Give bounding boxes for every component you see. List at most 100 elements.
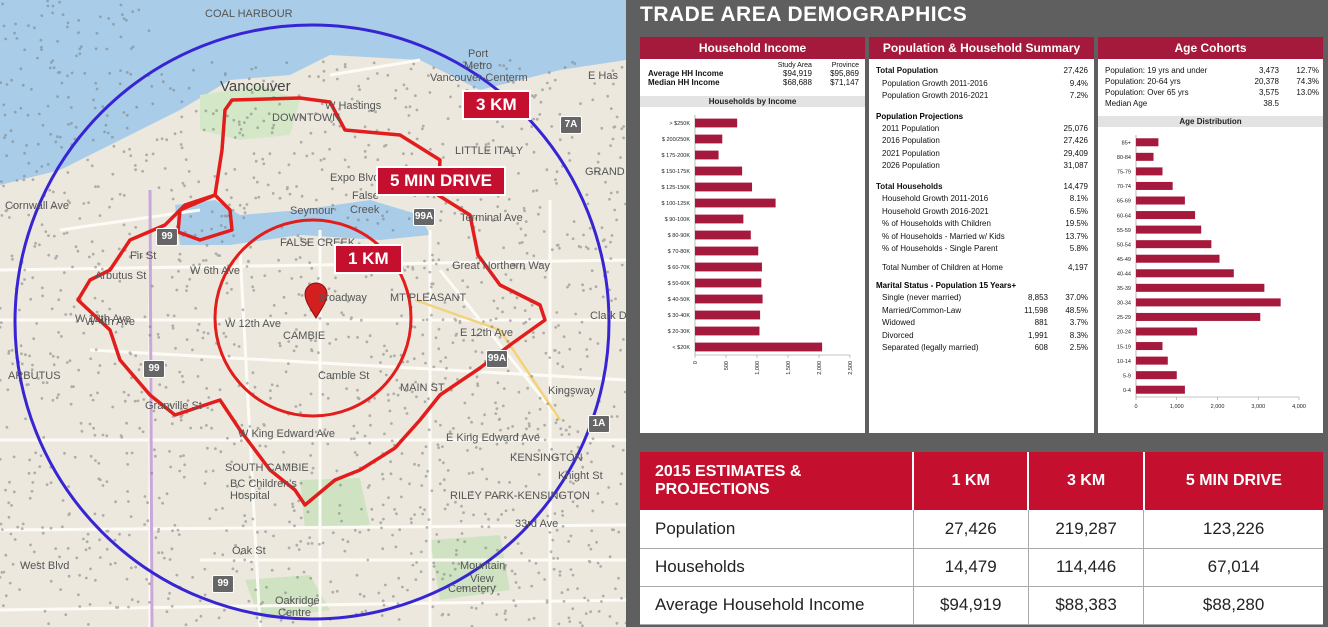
household-row-value: 6.5% <box>1069 206 1088 216</box>
trade-area-map[interactable]: COAL HARBOUR Port Metro Vancouver-Centerm Va… <box>0 0 626 627</box>
income-table: Study Area Province Average HH Income $9… <box>646 62 861 87</box>
map-street-label: Mountain <box>460 560 506 572</box>
chart-category-label: 15-19 <box>1117 344 1131 350</box>
marital-label: Divorced <box>882 330 914 340</box>
map-street-label: Cemetery <box>448 583 496 595</box>
age-cohort-count: 20,378 <box>1254 77 1279 86</box>
chart-bar <box>1136 181 1173 190</box>
highway-shield-icon: 99 <box>143 360 165 378</box>
chart-category-label: 75-79 <box>1117 170 1131 176</box>
estimates-row: Population 27,426 219,287 123,226 <box>640 510 1323 549</box>
chart-bar <box>695 294 763 304</box>
map-street-label: Metro <box>464 60 493 72</box>
chart-tick-label: 1,500 <box>786 361 792 375</box>
age-distribution-title: Age Distribution <box>1098 116 1323 127</box>
map-street-label: Terminal Ave <box>460 212 523 224</box>
map-street-label: Creek <box>350 204 380 216</box>
marital-pct: 37.0% <box>1065 293 1088 302</box>
map-street-label: Knight St <box>558 470 603 482</box>
map-street-label: MAIN ST <box>400 382 445 394</box>
total-households-label: Total Households <box>876 181 943 191</box>
income-row-label: Median HH Income <box>648 78 720 87</box>
map-street-label: Port <box>468 48 489 60</box>
map-street-label: Clark Dr <box>590 310 626 322</box>
chart-category-label: 80-84 <box>1117 155 1131 161</box>
age-cohort-count: 3,575 <box>1258 88 1279 97</box>
highway-shield-icon: 99A <box>486 350 508 368</box>
household-income-header: Household Income <box>640 37 865 59</box>
chart-category-label: $ 100-125K <box>662 201 691 207</box>
projections-list: 2011 Population 25,076 2016 Population 27,4… <box>876 123 1088 173</box>
map-street-label: W 6th Ave <box>190 265 240 277</box>
chart-category-label: 60-64 <box>1117 213 1131 219</box>
chart-bar <box>695 166 743 176</box>
map-street-label: BC Children's <box>230 478 297 490</box>
chart-category-label: 45-49 <box>1117 257 1131 263</box>
chart-category-label: $ 125-150K <box>662 185 691 191</box>
age-distribution-chart: 85+ 80-84 75-79 70-74 65-69 60-64 55-59 50-54 45… <box>1117 135 1306 410</box>
chart-bar <box>1136 152 1154 161</box>
chart-tick-label: 3,000 <box>1251 404 1265 410</box>
chart-tick-label: 1,000 <box>755 361 761 375</box>
map-street-label: Expo Blvd <box>330 172 380 184</box>
chart-bar <box>1136 385 1185 394</box>
marital-count: 608 <box>1034 343 1048 352</box>
household-row: % of Households - Married w/ Kids 13.7% <box>876 231 1088 244</box>
household-row-label: % of Households - Single Parent <box>882 244 998 253</box>
population-growth-row-label: Population Growth 2016-2021 <box>882 91 989 100</box>
map-street-label: GRAND <box>585 166 625 178</box>
map-canvas[interactable] <box>0 0 626 627</box>
map-street-label: Kingsway <box>548 385 596 397</box>
chart-tick-label: 2,500 <box>848 361 854 375</box>
chart-category-label: $ 80-90K <box>668 233 691 239</box>
map-street-label: Arbutus St <box>95 270 147 282</box>
age-cohort-pct: 12.7% <box>1296 66 1319 75</box>
chart-category-label: $ 175-200K <box>662 153 691 159</box>
chart-category-label: < $20K <box>672 345 690 351</box>
chart-bar <box>1136 225 1202 234</box>
households-by-income-chart: > $250K $ 200/250K $ 175-200K $ 150-175K $ 1… <box>662 115 854 375</box>
projection-row-label: 2026 Population <box>882 161 940 170</box>
highway-shield-icon: 99 <box>212 575 234 593</box>
household-row-label: % of Households with Children <box>882 219 991 228</box>
household-row: Household Growth 2016-2021 6.5% <box>876 206 1088 219</box>
chart-bar <box>695 310 761 320</box>
age-cohort-row: Population: Over 65 yrs 3,575 13.0% <box>1105 87 1319 98</box>
highway-shield-icon: 99A <box>413 208 435 226</box>
estimates-row-label: Households <box>640 548 914 587</box>
map-street-label: DOWNTOWN <box>272 112 341 124</box>
chart-bar <box>1136 283 1265 292</box>
chart-bar <box>1136 254 1220 263</box>
chart-category-label: 50-54 <box>1117 242 1131 248</box>
chart-bar <box>1136 240 1212 249</box>
chart-bar <box>695 182 753 192</box>
population-growth-row: Population Growth 2016-2021 7.2% <box>876 90 1088 103</box>
chart-bar <box>1136 138 1159 147</box>
chart-bar <box>695 198 776 208</box>
estimates-cell: 27,426 <box>913 510 1029 549</box>
chart-category-label: 35-39 <box>1117 286 1131 292</box>
chart-category-label: 40-44 <box>1117 271 1131 277</box>
chart-tick-label: 1,000 <box>1170 404 1184 410</box>
chart-category-label: $ 150-175K <box>662 169 691 175</box>
map-tag-5min-drive: 5 MIN DRIVE <box>376 166 507 196</box>
estimates-header: 2015 ESTIMATES & PROJECTIONS <box>640 452 914 510</box>
chart-category-label: 30-34 <box>1117 301 1131 307</box>
marital-pct: 3.7% <box>1069 318 1088 327</box>
age-cohort-label: Population: Over 65 yrs <box>1105 88 1189 97</box>
marital-row: Separated (legally married) 608 2.5% <box>876 342 1088 355</box>
map-street-label: MT PLEASANT <box>390 292 467 304</box>
household-row: % of Households - Single Parent 5.8% <box>876 243 1088 256</box>
map-street-label: E 12th Ave <box>460 327 514 339</box>
map-street-label: View <box>470 573 494 585</box>
map-street-label: Broadway <box>318 292 367 304</box>
map-street-label: Great Northern Way <box>452 260 551 272</box>
map-street-label: W King Edward Ave <box>238 428 336 440</box>
chart-tick-label: 2,000 <box>817 361 823 375</box>
estimates-cell: 14,479 <box>913 548 1029 587</box>
col-province: Province <box>831 62 859 69</box>
total-households-row: Total Households 14,479 <box>876 181 1088 194</box>
age-cohort-label: Population: 19 yrs and under <box>1105 66 1208 75</box>
marital-count: 11,598 <box>1024 305 1048 315</box>
location-pin-icon[interactable] <box>304 282 328 319</box>
